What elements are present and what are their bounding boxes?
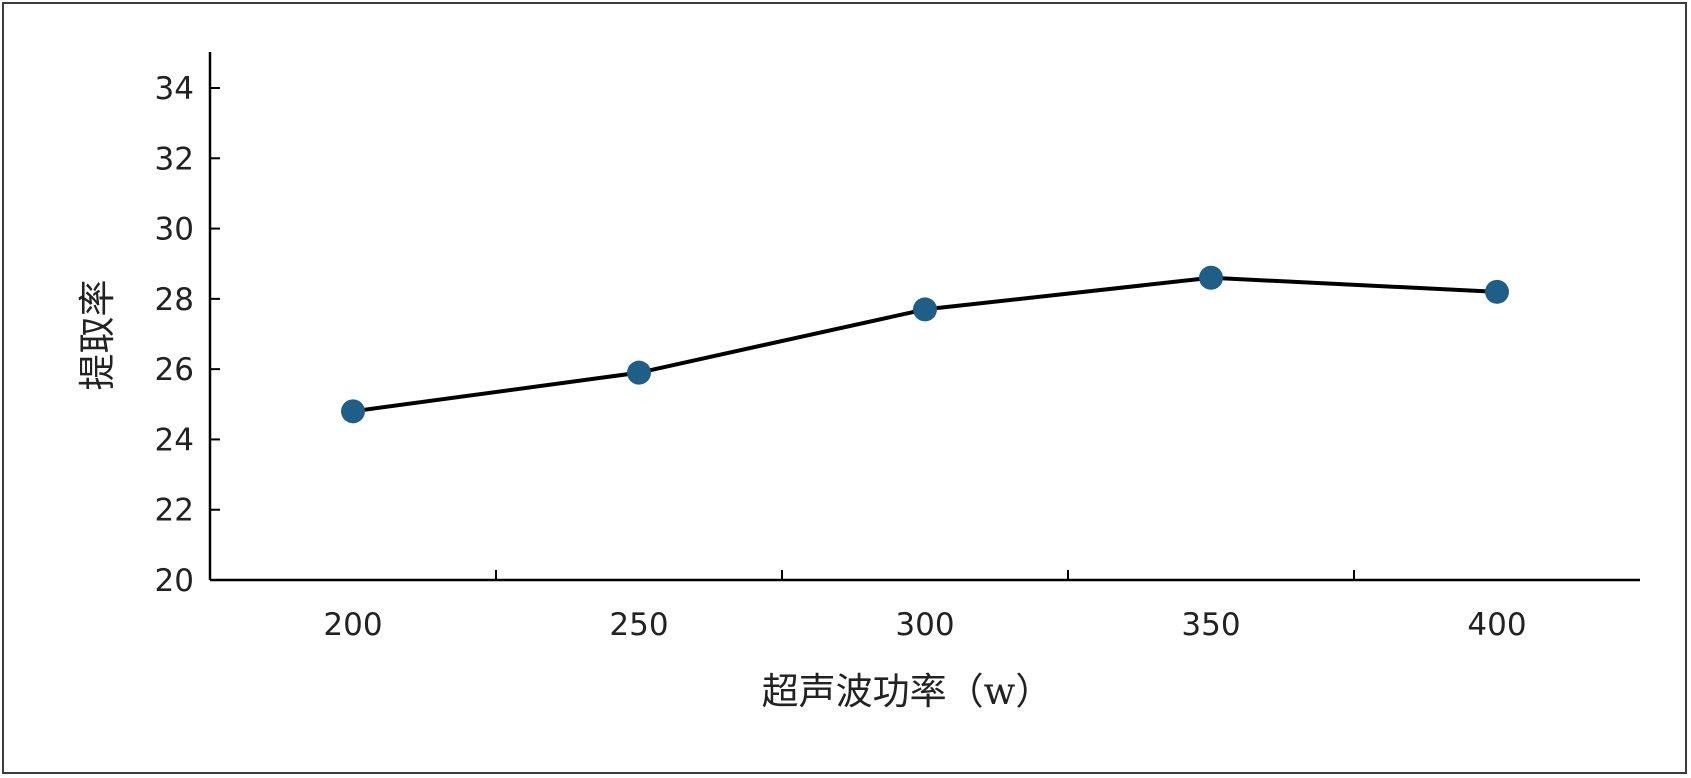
y-tick-label: 28: [155, 282, 194, 318]
y-tick-label: 22: [155, 493, 194, 529]
x-axis-ticks: 200 250 300 350 400: [323, 570, 1527, 643]
x-tick-label: 250: [609, 607, 668, 643]
y-axis-ticks: 20 22 24 26 28 30 32 34: [155, 71, 220, 599]
x-axis-label: 超声波功率（w）: [762, 670, 1053, 713]
x-tick-label: 350: [1181, 607, 1240, 643]
y-tick-label: 30: [155, 212, 194, 248]
y-tick-label: 20: [155, 563, 194, 599]
y-tick-label: 24: [155, 422, 194, 458]
axes: [208, 52, 1640, 582]
y-tick-label: 32: [155, 141, 194, 177]
x-tick-label: 400: [1467, 607, 1526, 643]
x-tick-label: 300: [895, 607, 954, 643]
data-point: [627, 360, 651, 385]
x-tick-label: 200: [323, 607, 382, 643]
y-tick-label: 34: [155, 71, 194, 107]
data-point: [913, 297, 937, 322]
y-tick-label: 26: [155, 352, 194, 388]
data-point: [1199, 265, 1223, 290]
data-point: [1485, 279, 1509, 304]
data-point: [341, 399, 365, 424]
series-layer: [341, 265, 1509, 424]
y-axis-label: 提取率: [76, 280, 119, 391]
